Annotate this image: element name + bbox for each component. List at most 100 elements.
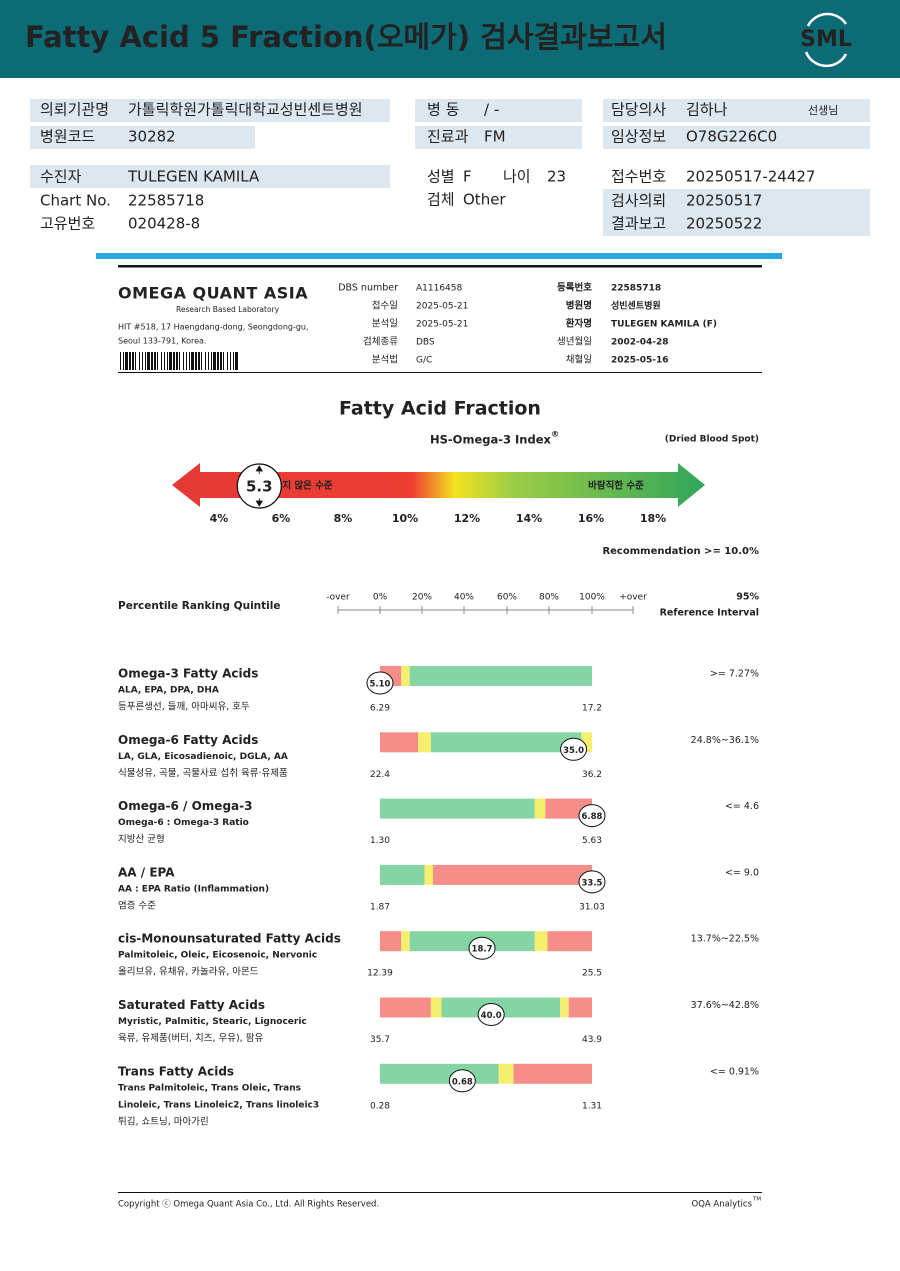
ranking-scale-label: -over <box>326 593 350 603</box>
bar-zone <box>401 931 410 952</box>
header-title: Fatty Acid 5 Fraction(오메가) 검사결과보고서 <box>25 20 667 54</box>
range-high: 5.63 <box>582 836 602 846</box>
field-label: DBS number <box>338 283 398 294</box>
barcode-bar <box>183 352 184 370</box>
row-detail: Myristic, Palmitic, Stearic, Lignoceric <box>118 1017 307 1027</box>
result-marker <box>366 671 394 695</box>
barcode-bar <box>123 352 124 370</box>
ranking-scale-label: 0% <box>373 593 388 603</box>
barcode-bar <box>227 352 228 370</box>
info-label: 접수번호 <box>611 168 666 186</box>
info-value: Other <box>463 191 506 209</box>
result-value: 5.10 <box>370 680 391 690</box>
header-bar <box>0 0 900 78</box>
info-label: 수진자 <box>40 168 82 186</box>
row-name: Trans Fatty Acids <box>118 1064 234 1078</box>
info-box <box>30 165 390 188</box>
row-foods: 튀김, 쇼트닝, 마아가린 <box>118 1115 209 1127</box>
barcode-bar <box>211 352 212 370</box>
field-label: 접수일 <box>372 300 398 312</box>
bar-zone <box>534 931 548 952</box>
row-name: cis-Monounsaturated Fatty Acids <box>118 932 341 946</box>
info-box <box>30 99 390 122</box>
result-marker <box>477 1003 505 1026</box>
row-detail: AA : EPA Ratio (Inflammation) <box>118 884 269 894</box>
info-value: 20250522 <box>686 215 762 233</box>
range-low: 22.4 <box>370 770 390 780</box>
barcode-bar <box>129 352 131 370</box>
info-box <box>415 126 582 149</box>
index-tick-label: 16% <box>578 512 604 525</box>
range-low: 12.39 <box>367 969 393 979</box>
field-label: 등록번호 <box>557 282 592 294</box>
ranking-title: Percentile Ranking Quintile <box>118 600 281 612</box>
lab-address: HIT #518, 17 Haengdang-dong, Seongdong-g… <box>118 323 309 332</box>
field-value: 2025-05-16 <box>611 356 669 366</box>
range-low: 1.87 <box>370 902 390 912</box>
logo: SML <box>800 27 852 52</box>
info-label: 의뢰기관명 <box>40 101 109 119</box>
row-detail: Palmitoleic, Oleic, Eicosenoic, Nervonic <box>118 951 317 961</box>
footer-brand: OQA Analytics <box>692 1200 753 1210</box>
field-value: G/C <box>416 356 432 366</box>
index-tick-label: 14% <box>516 512 542 525</box>
barcode-bar <box>198 352 200 370</box>
row-name: Omega-6 Fatty Acids <box>118 733 258 747</box>
bar-zone <box>430 997 442 1018</box>
row-name: Omega-3 Fatty Acids <box>118 667 258 681</box>
barcode-bar <box>145 352 146 370</box>
range-high: 25.5 <box>582 969 602 979</box>
index-tick-label: 10% <box>392 512 418 525</box>
barcode-bar <box>142 352 143 370</box>
range-high: 43.9 <box>582 1035 602 1045</box>
info-box <box>603 189 870 236</box>
index-mark: ® <box>551 430 559 439</box>
result-value: 0.68 <box>452 1077 473 1087</box>
info-box <box>603 126 870 149</box>
row-foods: 지방산 균형 <box>118 834 165 845</box>
field-value: 2002-04-28 <box>611 338 669 348</box>
barcode-bar <box>195 352 197 370</box>
info-label: 고유번호 <box>40 215 95 233</box>
index-tick-label: 4% <box>210 512 229 525</box>
bar-zone <box>581 732 592 753</box>
bar-zone <box>430 732 582 753</box>
rule <box>118 372 762 373</box>
range-low: 1.30 <box>370 836 390 846</box>
result-value: 33.5 <box>582 878 603 888</box>
bar-zone <box>568 997 592 1018</box>
barcode-bar <box>164 352 165 370</box>
barcode-bar <box>201 352 202 370</box>
barcode-bar <box>147 352 150 370</box>
section-title: Fatty Acid Fraction <box>339 398 541 420</box>
bar-zone <box>401 666 410 686</box>
footer-copyright: Copyright ⓒ Omega Quant Asia Co., Ltd. A… <box>118 1200 379 1210</box>
row-foods: 염증 수준 <box>118 900 156 911</box>
info-value: O78G226C0 <box>686 128 777 146</box>
reference-interval: 37.6%~42.8% <box>691 1000 759 1011</box>
field-label: 병원명 <box>566 300 592 312</box>
lab-name: OMEGA QUANT ASIA <box>118 284 308 303</box>
barcode-bar <box>213 352 216 370</box>
index-title: HS-Omega-3 Index <box>430 433 552 447</box>
info-label: 검사의뢰 <box>611 192 666 210</box>
info-value: 가톨릭학원가톨릭대학교성빈센트병원 <box>128 101 363 119</box>
info-value: / - <box>484 101 499 119</box>
field-value: TULEGEN KAMILA (F) <box>611 320 717 330</box>
bar-zone <box>380 732 419 753</box>
barcode-bar <box>179 352 180 370</box>
bar-zone <box>380 798 535 819</box>
index-value: 5.3 <box>246 478 273 496</box>
index-marker-arrows <box>255 465 264 507</box>
range-high: 17.2 <box>582 704 602 714</box>
barcode-bar <box>191 352 194 370</box>
range-high: 1.31 <box>582 1101 602 1111</box>
reference-title: Reference Interval <box>660 608 759 619</box>
field-value: A1116458 <box>416 284 463 294</box>
result-marker <box>468 936 496 960</box>
barcode-bar <box>161 352 162 370</box>
rule <box>118 1192 762 1193</box>
barcode-bar <box>120 352 121 370</box>
info-label: 나이 <box>503 168 531 186</box>
